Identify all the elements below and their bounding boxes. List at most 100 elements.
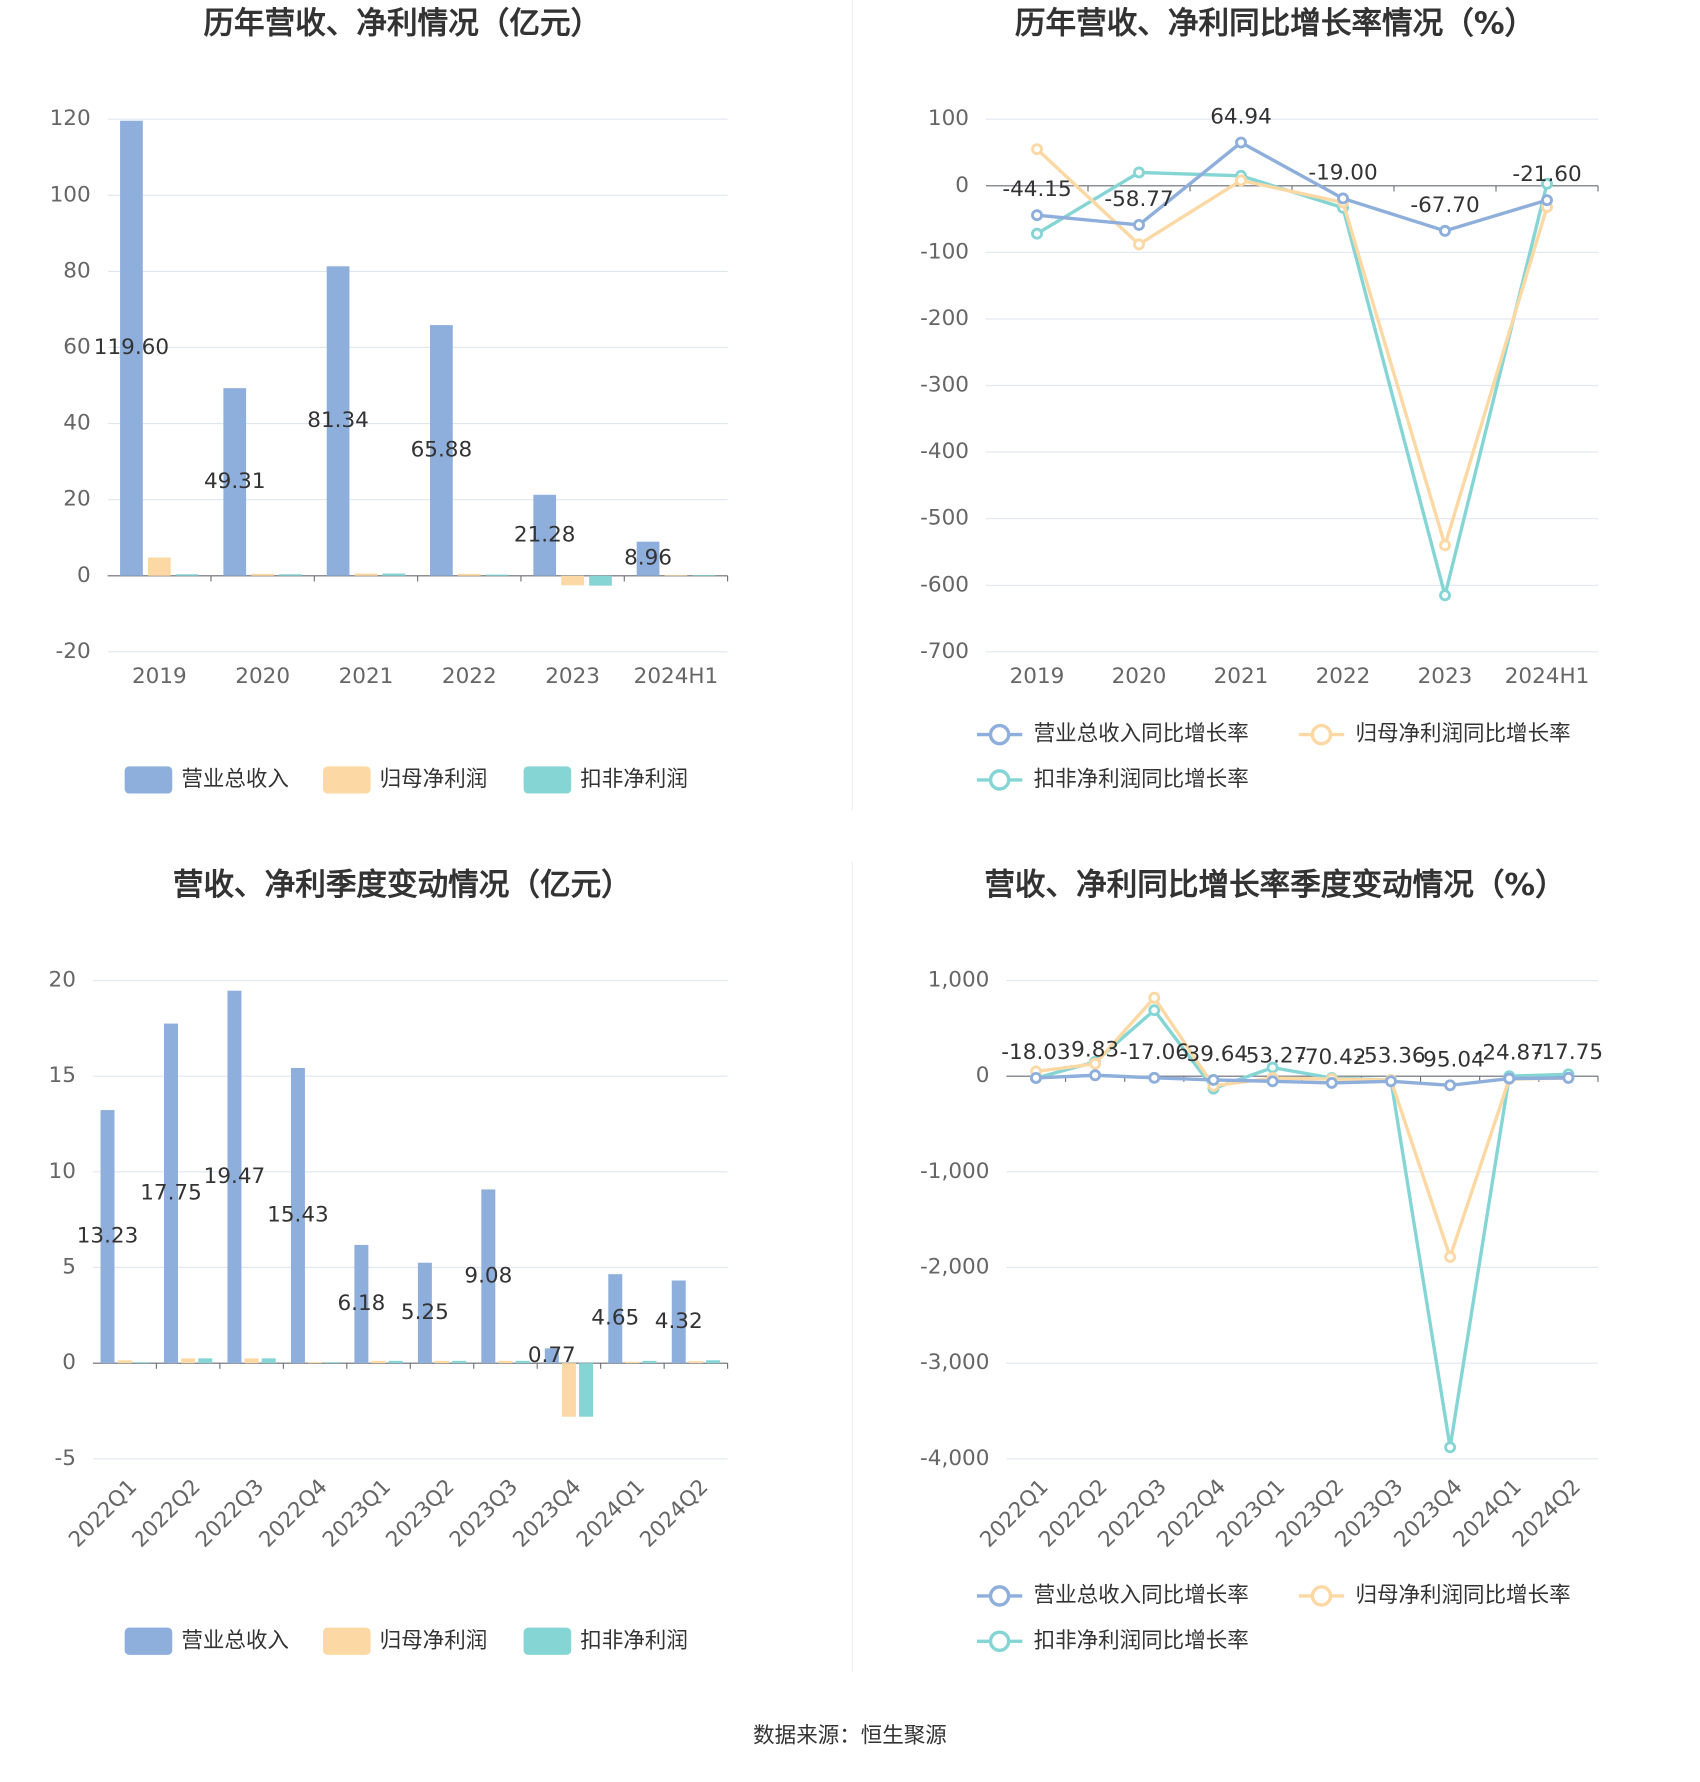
- bar: [642, 1360, 657, 1364]
- data-label: -44.15: [1002, 177, 1071, 202]
- legend-swatch: [124, 766, 173, 794]
- y-tick-label: 80: [63, 258, 90, 283]
- legend-swatch: [523, 766, 572, 794]
- y-tick-label: -20: [56, 639, 91, 664]
- bar: [325, 1362, 340, 1364]
- x-tick-label: 2021: [1214, 664, 1269, 689]
- data-label: -17.06: [1120, 1040, 1189, 1065]
- legend-label: 扣非净利润: [580, 767, 688, 792]
- point: [1266, 1061, 1279, 1074]
- point: [1562, 1071, 1575, 1084]
- y-tick-label: 0: [62, 1350, 76, 1375]
- y-tick-label: 0: [77, 563, 91, 588]
- data-label: 6.18: [337, 1291, 385, 1316]
- data-label: 64.94: [1210, 105, 1272, 130]
- bar: [579, 1363, 594, 1417]
- y-tick-label: 1,000: [928, 968, 990, 993]
- bar: [481, 1189, 496, 1364]
- x-tick-label: 2023: [545, 664, 600, 689]
- data-label: 8.96: [624, 546, 672, 571]
- data-label: 65.88: [411, 437, 473, 462]
- bar: [175, 574, 199, 576]
- y-tick-label: -2,000: [920, 1254, 989, 1279]
- data-label: 21.28: [514, 522, 576, 547]
- bar: [692, 575, 716, 576]
- y-tick-label: 0: [955, 173, 969, 198]
- legend-label: 营业总收入同比增长率: [1034, 722, 1249, 747]
- bar: [382, 573, 406, 576]
- y-tick-label: 15: [49, 1063, 76, 1088]
- data-label: 17.75: [140, 1180, 202, 1205]
- data-label: 4.32: [655, 1309, 703, 1334]
- data-label: -58.77: [1104, 187, 1173, 212]
- data-label: 119.60: [94, 335, 169, 360]
- bar: [223, 388, 247, 576]
- data-label: 0.77: [528, 1343, 576, 1368]
- bar: [706, 1360, 720, 1364]
- legend-label: 归母净利润同比增长率: [1355, 722, 1570, 747]
- legend-swatch: [323, 766, 371, 794]
- y-tick-label: 100: [50, 182, 91, 207]
- point: [1266, 1075, 1279, 1088]
- data-label: -95.04: [1415, 1047, 1484, 1072]
- x-tick-label: 2020: [1112, 664, 1167, 689]
- bar: [354, 573, 378, 576]
- bar: [417, 1262, 432, 1364]
- y-tick-label: -5: [54, 1446, 75, 1471]
- chart-title: 营收、净利季度变动情况（亿元）: [173, 867, 632, 903]
- y-tick-label: -200: [920, 306, 969, 331]
- point: [1089, 1057, 1102, 1070]
- bar: [244, 1358, 259, 1364]
- data-label: -17.75: [1534, 1040, 1603, 1065]
- point: [1133, 218, 1145, 231]
- bar: [608, 1274, 623, 1364]
- y-tick-label: 60: [63, 334, 90, 359]
- bar: [664, 575, 688, 576]
- chart-title: 历年营收、净利同比增长率情况（%）: [1015, 7, 1535, 42]
- legend-label: 归母净利润: [380, 1628, 488, 1653]
- point: [1148, 991, 1161, 1004]
- bar: [181, 1358, 196, 1364]
- data-label: -21.60: [1512, 162, 1581, 187]
- y-tick-label: -700: [920, 639, 969, 664]
- bar: [671, 1280, 686, 1364]
- source: 数据来源：恒生聚源: [753, 1723, 947, 1748]
- point: [1503, 1072, 1516, 1085]
- bar: [688, 1361, 703, 1364]
- bar: [515, 1360, 530, 1364]
- data-label: -53.27: [1238, 1043, 1307, 1068]
- bar: [134, 1362, 149, 1364]
- bar: [308, 1362, 323, 1364]
- legend-swatch: [323, 1627, 371, 1655]
- data-label: -67.70: [1410, 193, 1479, 218]
- chart-title: 营收、净利同比增长率季度变动情况（%）: [984, 867, 1565, 903]
- point: [1133, 238, 1145, 251]
- data-label: -70.42: [1297, 1045, 1366, 1070]
- point: [1384, 1075, 1397, 1088]
- bar: [117, 1360, 132, 1364]
- point: [1439, 539, 1451, 552]
- point: [1325, 1076, 1338, 1089]
- bar: [435, 1360, 449, 1364]
- y-tick-label: 40: [63, 411, 90, 436]
- point: [1031, 209, 1043, 222]
- data-label: -19.00: [1308, 161, 1377, 186]
- bar: [636, 541, 660, 576]
- bar: [485, 574, 509, 576]
- point: [1089, 1069, 1102, 1082]
- point: [1235, 136, 1247, 149]
- point: [1439, 224, 1451, 237]
- point: [1439, 589, 1451, 602]
- bar: [354, 1244, 369, 1364]
- x-tick-label: 2024H1: [634, 664, 719, 689]
- bar: [371, 1360, 386, 1364]
- point: [1444, 1251, 1457, 1263]
- point: [1207, 1074, 1220, 1086]
- point: [1031, 143, 1043, 156]
- legend-label: 营业总收入同比增长率: [1034, 1583, 1249, 1608]
- legend-swatch: [523, 1627, 572, 1655]
- line: [1035, 147, 1549, 552]
- x-tick-label: 2019: [1010, 664, 1065, 689]
